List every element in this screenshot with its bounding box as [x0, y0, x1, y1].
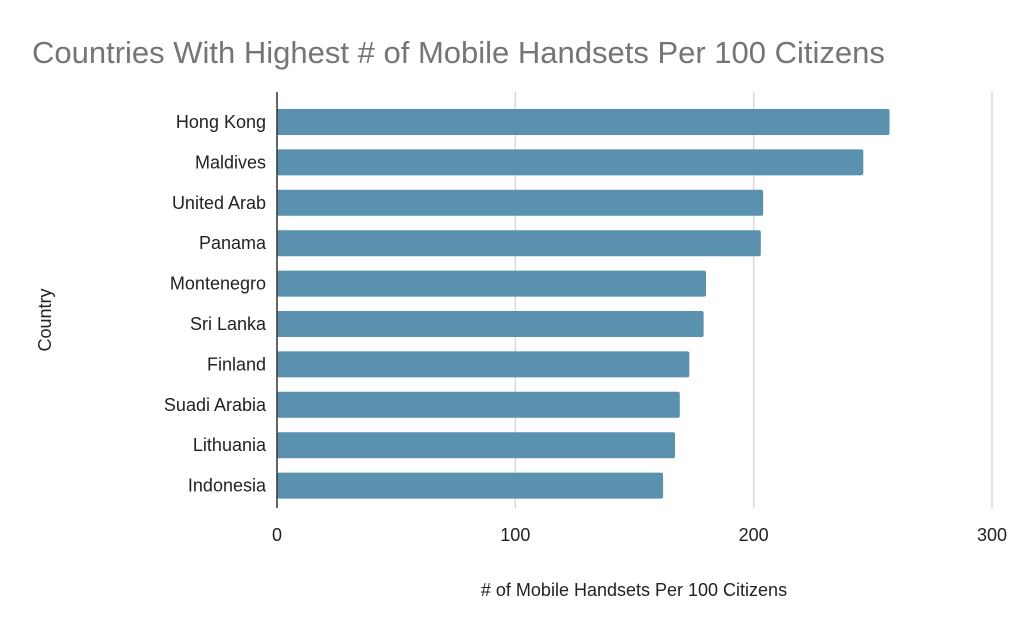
x-axis-title: # of Mobile Handsets Per 100 Citizens: [481, 580, 787, 600]
category-label: Montenegro: [170, 274, 266, 294]
category-label: Indonesia: [188, 476, 267, 496]
bar: [277, 230, 761, 257]
x-tick-label: 0: [272, 525, 282, 545]
category-label: Finland: [207, 354, 266, 374]
x-tick-labels: 0 100 200 300: [272, 525, 1007, 545]
category-label: Hong Kong: [176, 112, 266, 132]
category-label: Maldives: [195, 152, 266, 172]
bar: [277, 189, 764, 216]
x-tick-label: 200: [739, 525, 769, 545]
bar: [277, 311, 704, 337]
category-labels: Hong Kong Maldives United Arab Panama Monten…: [164, 112, 267, 496]
bar: [277, 270, 706, 297]
chart-title: Countries With Highest # of Mobile Hands…: [32, 35, 885, 70]
category-label: United Arab: [172, 193, 266, 213]
bar: [277, 391, 680, 418]
category-label: Lithuania: [193, 435, 267, 455]
bar: [277, 472, 664, 499]
x-tick-label: 100: [500, 525, 530, 545]
bar: [277, 109, 890, 135]
bars: [277, 109, 890, 499]
category-label: Suadi Arabia: [164, 395, 267, 415]
y-axis-title: Country: [35, 288, 55, 351]
category-label: Panama: [199, 233, 267, 253]
category-label: Sri Lanka: [190, 314, 267, 334]
bar: [277, 351, 690, 378]
bar: [277, 149, 864, 176]
bar: [277, 432, 676, 459]
x-tick-label: 300: [977, 525, 1007, 545]
